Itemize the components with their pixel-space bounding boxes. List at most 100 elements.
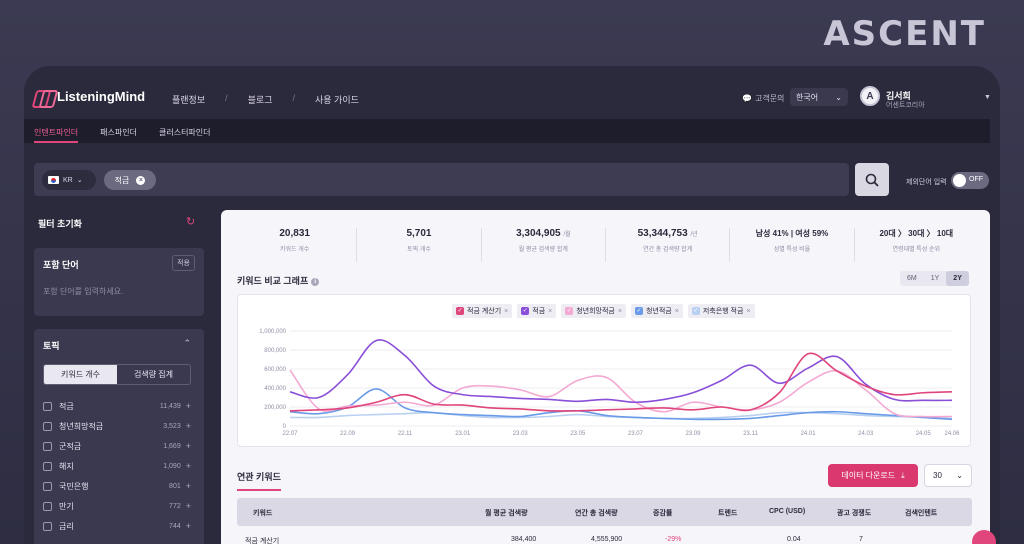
- period-6m[interactable]: 6M: [907, 275, 917, 282]
- nav-item-blog[interactable]: 블로그: [247, 95, 273, 105]
- download-button[interactable]: 데이터 다운로드 ⤓: [828, 464, 918, 487]
- plus-icon[interactable]: +: [185, 461, 191, 471]
- exclude-words-toggle[interactable]: OFF: [951, 172, 989, 189]
- page-size-select[interactable]: 30 ⌄: [924, 464, 972, 487]
- x-tick-label: 24.05: [916, 431, 932, 437]
- x-tick-label: 24.06: [944, 431, 960, 437]
- refresh-icon[interactable]: ↻: [186, 216, 196, 228]
- plus-icon[interactable]: +: [185, 481, 191, 491]
- table-header: 키워드 월 평균 검색량 연간 총 검색량 증감률 트렌드 CPC (USD) …: [237, 498, 972, 526]
- tab-cluster-finder[interactable]: 클러스터파인더: [158, 128, 211, 137]
- series-line[interactable]: [289, 388, 953, 421]
- keyword-search-bar[interactable]: KR ⌄ 적금 ×: [34, 163, 849, 196]
- column-growth[interactable]: 증감률: [653, 510, 673, 517]
- segment-keyword-count[interactable]: 키워드 개수: [44, 365, 117, 384]
- keyword-chip[interactable]: 적금 ×: [104, 170, 156, 190]
- legend-item[interactable]: ✓ 청년적금 ×: [630, 304, 683, 318]
- stat-annual-volume: 53,344,753 /년 연간 총 검색량 합계: [606, 228, 731, 262]
- plus-icon[interactable]: +: [185, 401, 191, 411]
- y-tick-label: 1,000,000: [259, 329, 286, 335]
- x-tick-label: 23.11: [743, 431, 758, 437]
- plus-icon[interactable]: +: [185, 441, 191, 451]
- close-icon[interactable]: ×: [617, 307, 622, 315]
- column-competition[interactable]: 광고 경쟁도: [837, 510, 872, 517]
- checkbox[interactable]: [43, 501, 52, 511]
- include-words-title: 포함 단어: [43, 260, 79, 270]
- help-link[interactable]: 💬 고객문의: [742, 94, 785, 103]
- summary-stats: 20,831 키워드 개수 5,701 토픽 개수 3,304,905 /월 월 …: [233, 228, 978, 262]
- checkbox[interactable]: [43, 421, 52, 431]
- legend-item[interactable]: ✓ 청년희망적금 ×: [561, 304, 626, 318]
- y-tick-label: 600,000: [264, 367, 286, 373]
- chart-legend: ✓ 적금 계산기 × ✓ 적금 × ✓ 청년희망적금 × ✓ 청년적금 × ✓ 저축은행 적금 ×: [452, 304, 755, 318]
- series-line[interactable]: [289, 339, 953, 404]
- close-icon[interactable]: ×: [674, 307, 679, 315]
- close-icon[interactable]: ×: [746, 307, 751, 315]
- chat-launcher-button[interactable]: [972, 530, 996, 544]
- checkbox[interactable]: [43, 401, 52, 411]
- plus-icon[interactable]: +: [185, 521, 191, 531]
- listeningmind-logo[interactable]: ListeningMind: [34, 89, 145, 104]
- legend-item[interactable]: ✓ 저축은행 적금 ×: [687, 304, 755, 318]
- segment-search-volume[interactable]: 검색량 집계: [133, 370, 174, 379]
- tab-path-finder[interactable]: 패스파인더: [100, 128, 137, 137]
- list-item[interactable]: 만기 772 +: [43, 496, 191, 516]
- filter-reset-label[interactable]: 필터 초기화: [38, 219, 82, 229]
- plus-icon[interactable]: +: [185, 421, 191, 431]
- chat-bubble-icon: 💬: [742, 94, 752, 103]
- graph-title: 키워드 비교 그래프 i: [237, 274, 320, 287]
- keyword-cell[interactable]: 적금 계산기: [245, 538, 280, 544]
- include-words-input[interactable]: 포함 단어를 입력하세요.: [43, 287, 124, 296]
- checkbox[interactable]: [43, 521, 52, 531]
- y-tick-label: 200,000: [264, 405, 286, 411]
- close-icon[interactable]: ×: [136, 175, 146, 185]
- list-item[interactable]: 청년희망적금 3,523 +: [43, 416, 191, 436]
- plus-icon[interactable]: +: [185, 501, 191, 511]
- column-annual-volume[interactable]: 연간 총 검색량: [575, 510, 618, 517]
- period-2y[interactable]: 2Y: [946, 271, 969, 286]
- apply-button[interactable]: 적용: [172, 255, 195, 271]
- list-item[interactable]: 금리 744 +: [43, 516, 191, 536]
- checkbox-checked-icon: ✓: [565, 307, 574, 315]
- stat-monthly-volume: 3,304,905 /월 월 평균 검색량 합계: [482, 228, 606, 262]
- tab-intent-finder[interactable]: 인텐트파인더: [34, 119, 79, 143]
- column-monthly-volume[interactable]: 월 평균 검색량: [485, 510, 528, 517]
- legend-label: 적금 계산기: [467, 308, 502, 315]
- legend-item[interactable]: ✓ 적금 ×: [517, 304, 557, 318]
- avatar[interactable]: A: [860, 86, 880, 106]
- search-button[interactable]: [855, 163, 889, 196]
- chevron-down-icon: ⌄: [835, 92, 842, 102]
- y-tick-label: 800,000: [264, 348, 286, 354]
- topic-metric-toggle: 키워드 개수 검색량 집계: [43, 364, 191, 385]
- list-item[interactable]: 국민은행 801 +: [43, 476, 191, 496]
- checkbox[interactable]: [43, 441, 52, 451]
- x-tick-label: 22.07: [282, 431, 298, 437]
- list-item[interactable]: 군적금 1,669 +: [43, 436, 191, 456]
- x-tick-label: 22.11: [398, 431, 413, 437]
- x-tick-label: 24.01: [801, 431, 817, 437]
- search-icon: [865, 173, 879, 187]
- column-keyword[interactable]: 키워드: [253, 510, 273, 517]
- nav-item-plan[interactable]: 플랜정보: [172, 95, 206, 105]
- nav-item-guide[interactable]: 사용 가이드: [315, 95, 359, 105]
- close-icon[interactable]: ×: [548, 307, 553, 315]
- korea-flag-icon: [48, 176, 59, 184]
- table-row[interactable]: 적금 계산기 384,400 4,555,900 -29% 0.04 7: [237, 532, 972, 544]
- period-1y[interactable]: 1Y: [930, 275, 940, 282]
- language-select[interactable]: 한국어 ⌄: [790, 88, 848, 106]
- list-item[interactable]: 적금 11,439 +: [43, 396, 191, 416]
- legend-item[interactable]: ✓ 적금 계산기 ×: [452, 304, 513, 318]
- user-menu-caret-icon[interactable]: ▼: [984, 94, 991, 101]
- list-item[interactable]: 해지 1,090 +: [43, 456, 191, 476]
- checkbox[interactable]: [43, 461, 52, 471]
- checkbox[interactable]: [43, 481, 52, 491]
- series-line[interactable]: [289, 352, 953, 412]
- close-icon[interactable]: ×: [504, 307, 509, 315]
- user-org: 어센트코리아: [886, 102, 925, 109]
- app-window: ListeningMind 플랜정보 / 블로그 / 사용 가이드 💬 고객문의…: [24, 66, 1000, 544]
- chevron-up-icon[interactable]: ⌃: [183, 338, 191, 348]
- info-icon[interactable]: i: [311, 278, 320, 286]
- stat-gender-ratio: 남성 41% | 여성 59% 성별 특성 비율: [730, 228, 855, 262]
- country-select[interactable]: KR ⌄: [42, 170, 96, 190]
- column-cpc[interactable]: CPC (USD): [769, 508, 806, 515]
